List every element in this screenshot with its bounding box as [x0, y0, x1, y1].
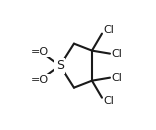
Text: Cl: Cl: [112, 73, 122, 83]
Text: Cl: Cl: [112, 49, 122, 59]
Text: =O: =O: [31, 47, 49, 57]
Text: Cl: Cl: [103, 96, 114, 106]
Text: Cl: Cl: [103, 25, 114, 35]
Text: S: S: [56, 59, 64, 72]
Text: =O: =O: [31, 75, 49, 85]
